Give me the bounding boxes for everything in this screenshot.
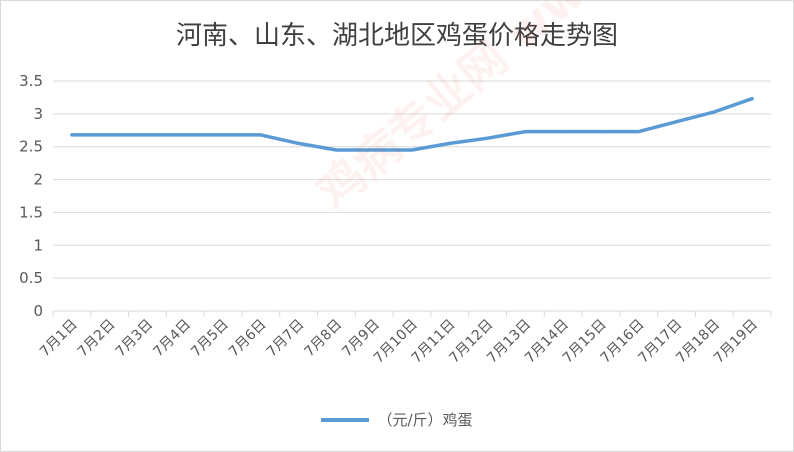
y-tick-label: 0: [33, 302, 43, 320]
data-point: [108, 133, 112, 137]
y-tick-label: 1.5: [19, 203, 43, 221]
legend-swatch: [321, 417, 370, 422]
data-point: [334, 148, 338, 152]
data-point: [523, 130, 527, 134]
legend-label: （元/斤）鸡蛋: [377, 411, 473, 429]
chart-title: 河南、山东、湖北地区鸡蛋价格走势图: [175, 21, 618, 51]
data-point: [750, 97, 754, 101]
data-point: [448, 141, 452, 145]
data-point: [259, 133, 263, 137]
data-point: [486, 136, 490, 140]
data-point: [712, 110, 716, 114]
y-tick-label: 3: [33, 105, 43, 123]
x-axis-ticks: 7月1日7月2日7月3日7月4日7月5日7月6日7月7日7月8日7月9日7月10…: [37, 311, 772, 367]
data-point: [372, 148, 376, 152]
series-layer: [70, 96, 754, 152]
series-line-0: [70, 96, 754, 152]
x-tick-label: 7月4日: [150, 317, 194, 361]
y-tick-label: 2.5: [19, 138, 43, 156]
x-tick-label: 7月2日: [75, 317, 119, 361]
x-tick-label: 7月8日: [302, 317, 346, 361]
data-point: [183, 133, 187, 137]
data-point: [145, 133, 149, 137]
y-axis-ticks: 0 0.5 1 1.5 2 2.5 3 3.5: [19, 72, 43, 320]
x-tick-label: 7月5日: [188, 317, 232, 361]
data-point: [221, 133, 225, 137]
data-point: [675, 120, 679, 124]
data-point: [599, 130, 603, 134]
x-tick-label: 7月6日: [226, 317, 270, 361]
data-point: [561, 130, 565, 134]
y-tick-label: 1: [33, 236, 43, 254]
y-tick-label: 0.5: [19, 269, 43, 287]
x-tick-label: 7月1日: [37, 317, 81, 361]
x-tick-label: 7月3日: [113, 317, 157, 361]
legend: （元/斤）鸡蛋: [1, 409, 793, 430]
data-point: [70, 133, 74, 137]
data-point: [637, 130, 641, 134]
data-point: [297, 141, 301, 145]
gridlines: [53, 80, 771, 312]
data-point: [410, 148, 414, 152]
y-tick-label: 3.5: [19, 72, 43, 90]
x-tick-label: 7月7日: [264, 317, 308, 361]
y-tick-label: 2: [33, 171, 43, 189]
